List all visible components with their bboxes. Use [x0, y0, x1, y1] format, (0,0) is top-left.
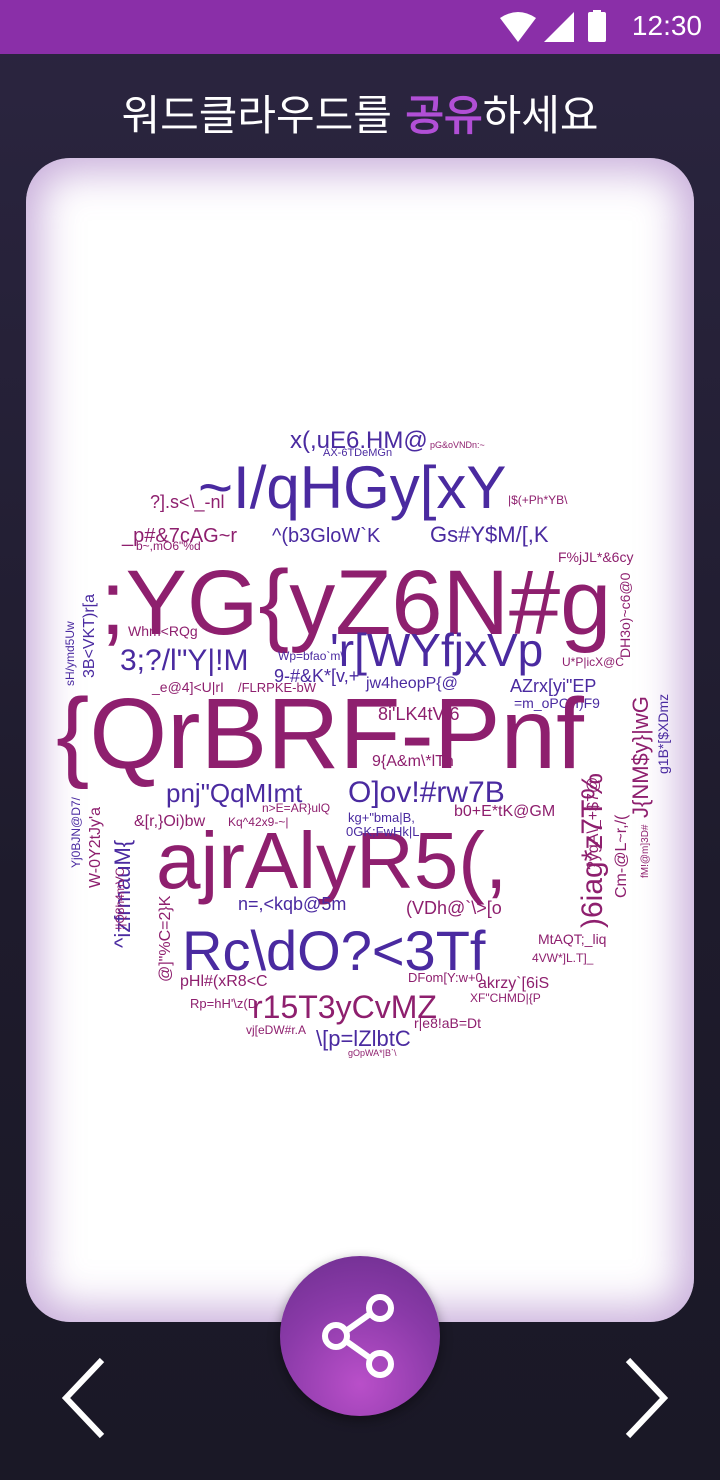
cloud-word: Cm-@L~r,/(	[613, 814, 630, 898]
cloud-word: n>E=AR}ulQ	[262, 801, 330, 815]
cloud-word: Yj0BJN@D7/	[69, 796, 83, 868]
cloud-word: @]"%C=2}K	[157, 895, 174, 982]
cloud-word: |$(+Ph*YB\	[508, 493, 568, 507]
cloud-word: akrzy`[6iS	[478, 975, 549, 992]
cloud-word: b0+E*tK@GM	[454, 803, 555, 820]
cloud-word: ^(b3GloW`K	[272, 525, 381, 547]
word-cloud-card: x(,uE6.HM@ AX-6TDeMGn pG&oVNDn:~ ~I/qHGy[xY…	[26, 158, 694, 1322]
page-title: 워드클라우드를 공유하세요	[0, 82, 720, 143]
cloud-word: ~I/qHGy[xY	[198, 454, 506, 521]
cloud-word: 8i'LK4tV-6	[378, 704, 460, 724]
cloud-word: 9{A&m\*lTn	[372, 753, 454, 770]
cloud-word: _p#&7cAG~r	[121, 525, 237, 547]
cloud-word: Rc\dO?<3Tf	[182, 919, 486, 982]
cloud-word: DH3o)~c6@0	[617, 572, 633, 658]
cloud-word: &[r,}Oi)bw	[134, 813, 206, 830]
battery-icon	[588, 12, 606, 42]
cloud-word: \[p=lZlbtC	[316, 1026, 411, 1051]
cloud-word: 'r[WYfjxVp	[330, 624, 543, 676]
cloud-word: Gs#Y$M/[,K	[430, 522, 549, 547]
share-icon	[322, 1294, 394, 1378]
chevron-right-icon	[625, 1357, 669, 1439]
cloud-word: MtAQT;_liq	[538, 931, 606, 947]
cloud-word: Kq^42x9-~|	[228, 815, 288, 829]
status-time: 12:30	[631, 10, 702, 41]
cloud-word: !|Q8h4mVC	[113, 867, 127, 930]
next-button[interactable]	[610, 1356, 670, 1440]
share-button[interactable]	[280, 1256, 440, 1416]
title-prefix: 워드클라우드를	[121, 91, 406, 140]
cloud-word: /FLRPKE-bW	[238, 680, 317, 695]
cloud-word: F%jJL*&6cy	[558, 549, 633, 565]
cloud-word: 4VW*]L.T]_	[532, 951, 594, 965]
cloud-word: n=,<kqb@5m	[238, 894, 346, 914]
cloud-word: {QrBRF-Pnf	[56, 678, 584, 790]
cloud-word: J{NM$y}|wG	[628, 696, 653, 818]
cloud-word: =m_oPCH)F9	[514, 695, 600, 711]
cloud-word: 3B<VKT)r[a	[81, 594, 98, 678]
cloud-word: 0GK;FwHk|L	[346, 824, 419, 839]
cloud-word: pnj"QqMImt	[166, 778, 303, 808]
cloud-word: )6iag*z7T%	[576, 773, 609, 928]
cloud-word: jw4heopP{@	[365, 675, 458, 692]
cloud-word: Rp=hH'\z(D	[190, 996, 257, 1011]
cloud-word: ajrAlyR5(,	[156, 816, 507, 905]
cloud-word: _e@4]<U|rI	[151, 679, 224, 695]
cloud-word: 9-#&K*[v,+	[274, 666, 359, 686]
signal-icon	[544, 12, 574, 42]
cloud-word: Wp=bfao`m\	[278, 649, 344, 663]
cloud-word: fM!@m]3D#	[640, 824, 651, 878]
cloud-word: Whm<RQg	[128, 623, 198, 639]
previous-button[interactable]	[60, 1356, 120, 1440]
cloud-word: gOpWA*|B`\	[348, 1048, 397, 1058]
word-cloud-canvas: x(,uE6.HM@AX-6TDeMGn pG&oVNDn:~ ~I/qHGy[xY…	[56, 427, 671, 1058]
cloud-word: ?ygA\_+$7@	[585, 777, 602, 870]
cloud-word: r|e8!aB=Dt	[414, 1015, 481, 1031]
cloud-word: XF"CHMD|{P	[470, 991, 541, 1005]
cloud-word: g1B*[$XDmz	[655, 694, 671, 774]
status-bar: 12:30	[0, 0, 720, 54]
cloud-word: b~,mO6"%d	[136, 539, 201, 553]
chevron-left-icon	[61, 1357, 105, 1439]
cloud-word: W-0Y2tJy'a	[87, 807, 104, 888]
cloud-word: vj[eDW#r.A	[246, 1023, 306, 1037]
cloud-word: AX-6TDeMGn	[323, 447, 392, 459]
cloud-word: x(,uE6.HM@	[290, 427, 428, 454]
status-icons	[500, 10, 610, 44]
wifi-icon	[500, 12, 536, 42]
cloud-word: U*P|icX@C	[562, 655, 624, 669]
word-cloud: x(,uE6.HM@ AX-6TDeMGn pG&oVNDn:~ ~I/qHGy[xY…	[26, 158, 694, 1322]
cloud-word: sH/ymd5Uw	[63, 621, 77, 686]
cloud-word: 3;?/l"Y|!M	[120, 644, 248, 677]
cloud-word: pHl#(xR8<C	[180, 973, 268, 990]
title-accent: 공유	[405, 91, 483, 140]
cloud-word: (VDh@`\>[o	[406, 898, 502, 918]
cloud-word: ;YG{yZ6N#g	[100, 552, 611, 654]
cloud-word: kg+"bma|B,	[348, 810, 415, 825]
cloud-word: ^izfrmauM{	[110, 840, 135, 948]
cloud-word: AZrx[yi"EP	[510, 676, 596, 696]
cloud-word: DFom[Y:w+0	[408, 970, 483, 985]
cloud-word: pG&oVNDn:~	[430, 440, 485, 450]
cloud-word: r15T3yCvMZ	[252, 989, 437, 1025]
cloud-word: ?].s<\_-nl	[150, 492, 225, 513]
cloud-word: O]ov!#rw7B	[348, 776, 505, 809]
title-suffix: 하세요	[482, 91, 599, 140]
